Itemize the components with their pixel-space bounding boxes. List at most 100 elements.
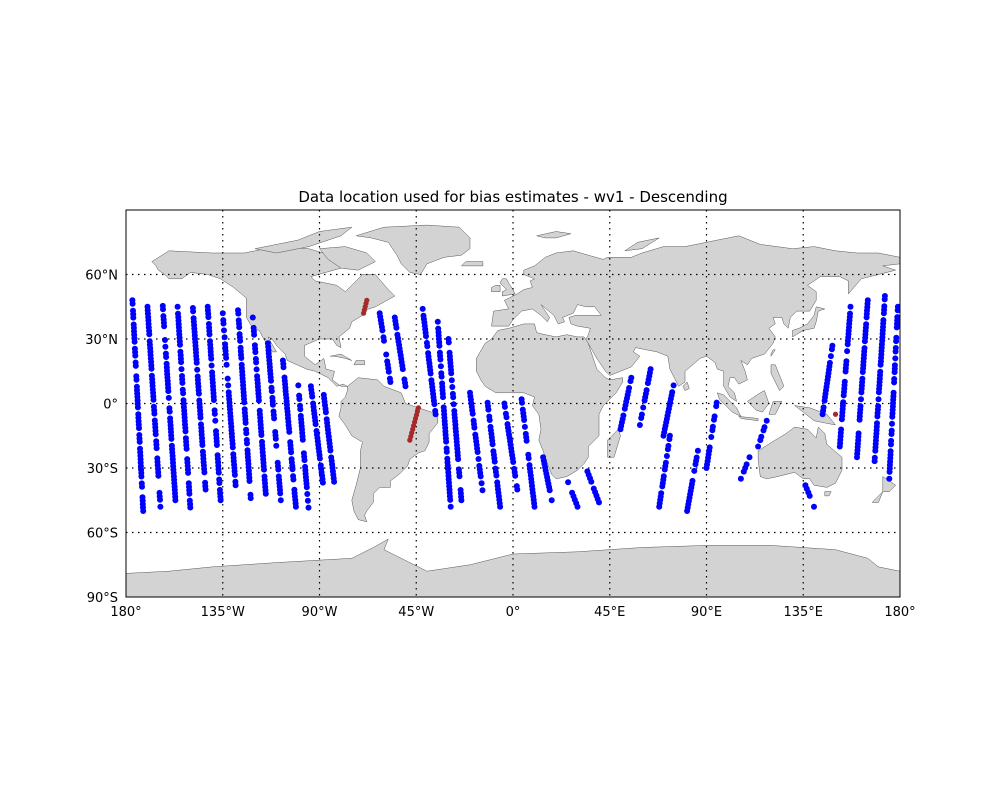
data-point [277,497,284,504]
data-point [185,469,192,476]
data-point [195,390,202,397]
data-point [253,366,260,373]
data-point [231,471,238,478]
data-point [297,406,304,413]
data-point [888,431,895,437]
data-point [838,416,845,423]
data-point [292,503,299,510]
data-point [445,339,452,346]
land-svalbard [536,231,572,239]
data-point [277,490,284,497]
lat-tick-label: 30°N [85,333,118,348]
data-point [443,438,450,445]
data-point [450,394,457,401]
lon-tick-label: 90°E [691,605,722,620]
data-point [477,473,484,480]
data-point [258,432,265,438]
data-point [213,442,220,448]
data-point [458,497,465,504]
data-point [217,497,224,504]
data-point [479,487,486,494]
data-point [424,343,431,350]
data-point [157,503,164,510]
data-point [220,320,227,327]
data-point [565,479,572,486]
data-point [319,479,326,486]
lat-tick-label: 60°S [87,527,118,542]
data-point [255,397,262,404]
data-point [666,436,673,443]
data-point [155,472,162,479]
data-point [140,508,147,514]
data-point [627,378,634,385]
data-point [153,445,160,452]
data-point [225,382,232,389]
data-point [877,361,884,368]
lon-tick-label: 90°W [302,605,338,620]
data-point [836,443,843,450]
data-point [268,377,274,384]
data-point [186,490,193,497]
data-point [708,434,715,440]
data-point [221,327,227,334]
map-plot-area [126,210,900,597]
data-point [331,478,338,485]
data-point [399,366,406,373]
data-point [197,414,204,421]
data-point [223,354,230,361]
land-australia [757,426,843,488]
data-point [407,437,413,443]
data-point [268,388,275,395]
data-point [806,492,813,499]
data-point [383,351,390,358]
data-point [238,355,245,361]
data-point [828,346,835,353]
lat-tick-label: 0° [103,398,118,413]
data-point [179,379,186,386]
data-point [379,327,386,334]
data-point [316,455,323,462]
data-point [190,308,197,315]
data-point [249,314,256,321]
data-point [206,331,213,338]
land-arctic-islands [254,226,353,254]
data-point [574,503,581,510]
data-point [161,323,168,330]
data-point [663,453,670,459]
data-point [859,369,866,375]
data-point [489,441,496,448]
data-point [740,468,747,475]
data-point [139,483,145,490]
land-eurasia [491,235,900,402]
data-point [875,389,882,396]
data-point [821,397,828,404]
data-point [129,300,136,307]
data-point [519,399,525,406]
data-point [617,426,624,433]
data-point [183,445,190,452]
data-point [819,411,826,418]
data-point [199,442,206,448]
lat-tick-label: 30°S [87,462,118,477]
data-point [221,334,228,341]
data-point [450,401,457,408]
data-point [132,352,139,359]
land-uk [499,278,516,297]
land-sri-lanka [682,381,690,391]
data-point [713,403,720,410]
data-point [146,331,153,338]
data-point [202,486,209,493]
data-point [501,403,508,410]
land-tasmania [824,491,832,497]
data-point [881,296,888,303]
data-point [811,503,817,510]
data-point [187,504,194,511]
data-point [237,337,244,344]
data-point [361,310,367,316]
data-point [596,499,602,506]
data-point [510,459,517,465]
land-hispaniola [353,360,365,366]
data-point [889,413,896,420]
data-point [286,428,293,435]
